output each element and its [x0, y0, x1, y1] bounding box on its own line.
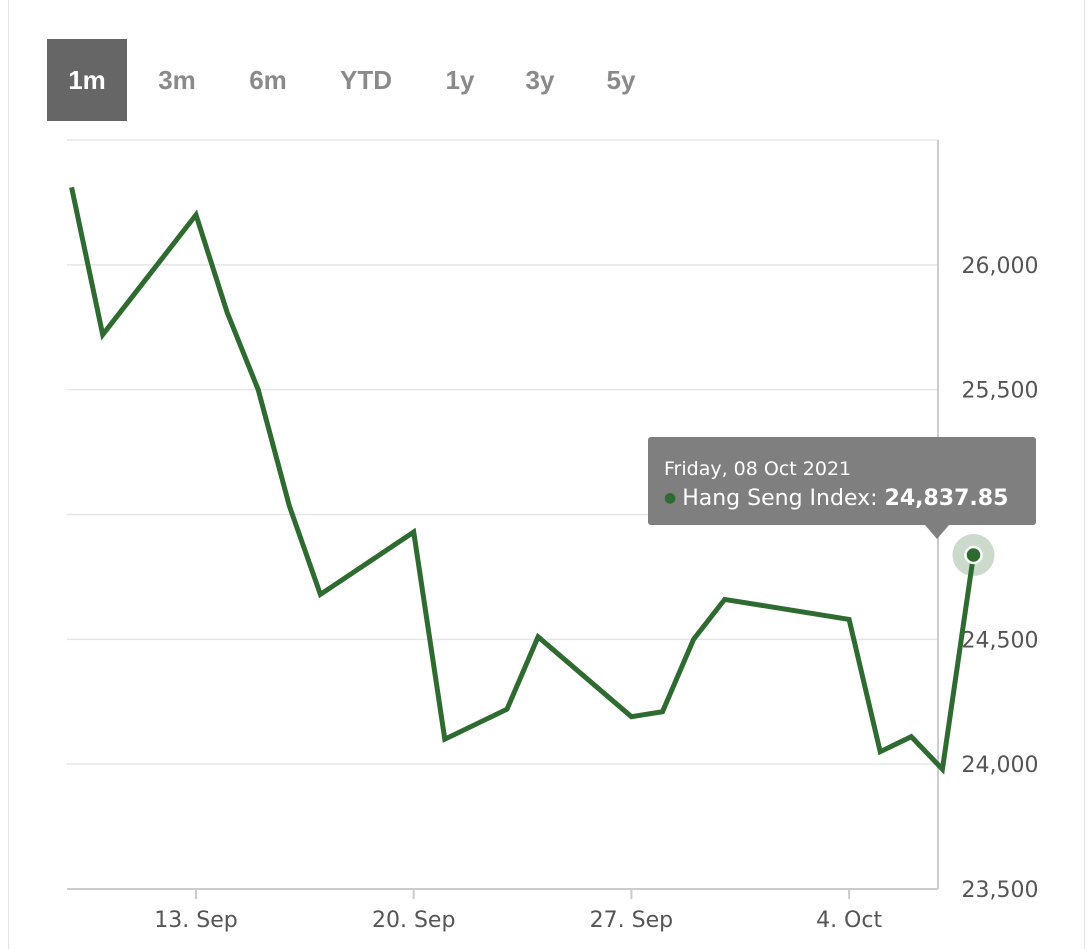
frame-right-border [1084, 0, 1085, 949]
x-tick-label: 27. Sep [590, 908, 673, 933]
y-tick-label: 24,000 [962, 753, 1039, 778]
y-tick-label: 26,000 [962, 254, 1039, 279]
x-tick-label: 20. Sep [372, 908, 455, 933]
range-button-3m[interactable]: 3m [127, 39, 227, 121]
range-button-5y[interactable]: 5y [583, 39, 659, 121]
frame-left-border [8, 0, 9, 949]
highlighted-point-marker[interactable] [964, 545, 983, 565]
tooltip-value: 24,837.85 [884, 486, 1009, 511]
tooltip-arrow [925, 525, 949, 539]
y-tick-label: 24,500 [962, 628, 1039, 653]
range-button-6m[interactable]: 6m [227, 39, 309, 121]
range-button-1y[interactable]: 1y [423, 39, 497, 121]
chart-tooltip: Friday, 08 Oct 2021 ● Hang Seng Index: 24… [648, 437, 1036, 525]
tooltip-series-label: Hang Seng Index: [682, 486, 878, 511]
range-button-3y[interactable]: 3y [497, 39, 583, 121]
y-tick-label: 25,500 [962, 379, 1039, 404]
range-button-1m[interactable]: 1m [47, 39, 127, 121]
range-selector: 1m 3m 6m YTD 1y 3y 5y [47, 39, 659, 121]
x-tick-label: 4. Oct [816, 908, 882, 933]
series-line-hang-seng-index [69, 186, 976, 775]
series-dot-icon: ● [664, 490, 677, 506]
y-tick-label: 23,500 [962, 878, 1039, 903]
tooltip-date: Friday, 08 Oct 2021 [664, 458, 852, 480]
x-tick-label: 13. Sep [154, 908, 237, 933]
tooltip-series-row: ● Hang Seng Index: 24,837.85 [664, 483, 1036, 514]
range-button-ytd[interactable]: YTD [309, 39, 423, 121]
